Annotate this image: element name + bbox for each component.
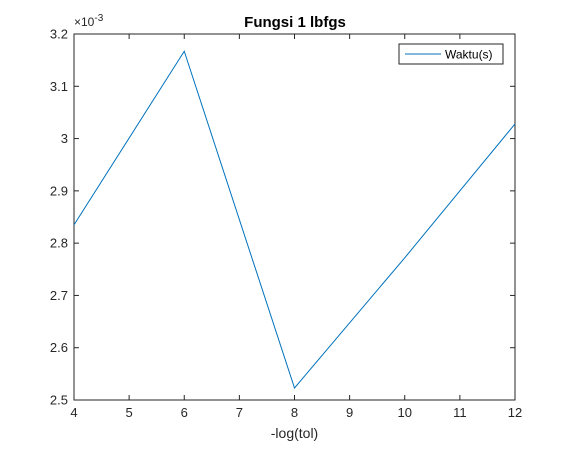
x-tick-label: 10 — [398, 405, 412, 420]
x-tick-label: 5 — [126, 405, 133, 420]
x-tick-label: 8 — [291, 405, 298, 420]
y-axis-multiplier: ×10-3 — [74, 13, 104, 29]
x-tick-label: 11 — [453, 405, 467, 420]
y-tick-label: 2.6 — [50, 340, 68, 355]
y-tick-label: 2.8 — [50, 236, 68, 251]
chart-title: Fungsi 1 lbfgs — [244, 14, 346, 31]
axes-box — [73, 33, 516, 401]
y-tick-label: 3 — [61, 131, 68, 146]
y-tick-label: 3.2 — [50, 27, 68, 42]
legend-box — [398, 43, 504, 65]
y-tick-label: 2.5 — [50, 393, 68, 408]
x-tick-label: 6 — [181, 405, 188, 420]
plot-area: 4 5 6 7 8 9 10 11 12 2.5 2.6 2.7 2.8 2.9 3 3.1 3.2 ×10-3 -… — [50, 13, 522, 441]
x-tick-label: 9 — [346, 405, 353, 420]
x-tick-label: 4 — [70, 405, 77, 420]
legend-label: Waktu(s) — [445, 48, 493, 62]
y-tick-label: 3.1 — [50, 79, 68, 94]
x-tick-label: 7 — [236, 405, 243, 420]
x-tick-label: 12 — [508, 405, 522, 420]
x-axis-label: -log(tol) — [271, 425, 318, 441]
y-tick-label: 2.7 — [50, 288, 68, 303]
y-tick-label: 2.9 — [50, 183, 68, 198]
